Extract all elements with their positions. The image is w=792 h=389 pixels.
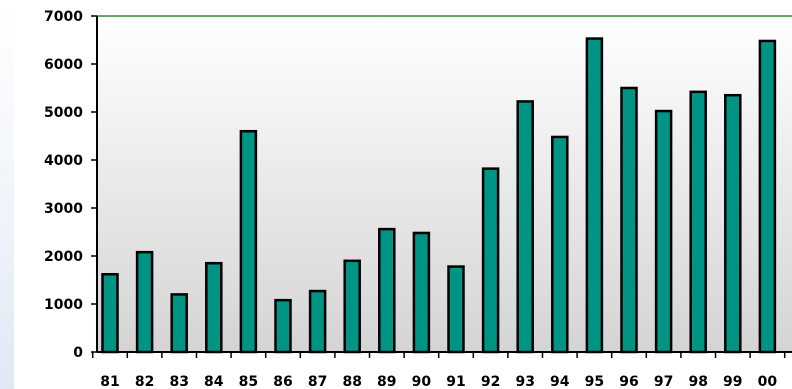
x-tick-label: 91 [446, 374, 465, 389]
x-tick-label: 87 [308, 374, 327, 389]
x-tick-label: 81 [100, 374, 119, 389]
x-axis: 81 82 83 84 85 86 87 88 89 90 91 92 93 94 95 96 97 98 99 00 [91, 351, 792, 389]
y-tick-label: 2000 [44, 249, 83, 265]
y-tick-label: 0 [73, 345, 83, 361]
x-tick-label: 95 [585, 374, 604, 389]
x-tick-label: 93 [515, 374, 534, 389]
x-tick-label: 83 [169, 374, 188, 389]
x-tick-label: 88 [342, 374, 361, 389]
x-tick-label: 96 [619, 374, 638, 389]
x-tick-label: 84 [204, 374, 224, 389]
x-tick-label: 00 [758, 374, 778, 389]
bar-93 [516, 100, 534, 354]
x-tick-label: 90 [412, 374, 432, 389]
y-axis: 0 1000 2000 3000 4000 5000 6000 7000 [44, 9, 98, 361]
bar-83 [170, 293, 188, 354]
bar-82 [135, 250, 154, 354]
x-tick-label: 85 [239, 374, 258, 389]
bar-85 [239, 129, 258, 354]
bar-92 [481, 167, 500, 354]
x-tick-label: 97 [654, 374, 673, 389]
bar-89 [378, 227, 396, 354]
bar-94 [551, 135, 569, 354]
bar-91 [447, 265, 465, 354]
left-edge-strip [0, 0, 14, 389]
bar-98 [689, 90, 707, 354]
bar-88 [343, 259, 361, 354]
y-tick-label: 4000 [44, 153, 83, 169]
x-tick-label: 86 [273, 374, 292, 389]
bar-86 [274, 298, 292, 354]
x-tick-label: 99 [723, 374, 742, 389]
x-tick-label: 92 [481, 374, 500, 389]
bar-97 [654, 109, 673, 354]
bar-87 [308, 289, 327, 354]
bar-00 [758, 39, 777, 354]
bars [101, 37, 777, 354]
bar-81 [101, 272, 119, 354]
bar-84 [205, 261, 223, 354]
x-tick-label: 94 [550, 374, 570, 389]
x-tick-label: 98 [688, 374, 707, 389]
y-tick-label: 3000 [44, 201, 83, 217]
y-tick-label: 1000 [44, 297, 83, 313]
x-tick-label: 82 [135, 374, 154, 389]
bar-96 [620, 86, 638, 354]
x-tick-label: 89 [377, 374, 396, 389]
plot-area [97, 16, 792, 352]
y-tick-label: 6000 [44, 57, 83, 73]
bar-90 [412, 231, 431, 354]
bar-95 [585, 37, 604, 354]
y-tick-label: 5000 [44, 105, 83, 121]
y-tick-label: 7000 [44, 9, 83, 25]
bar-99 [724, 93, 742, 354]
